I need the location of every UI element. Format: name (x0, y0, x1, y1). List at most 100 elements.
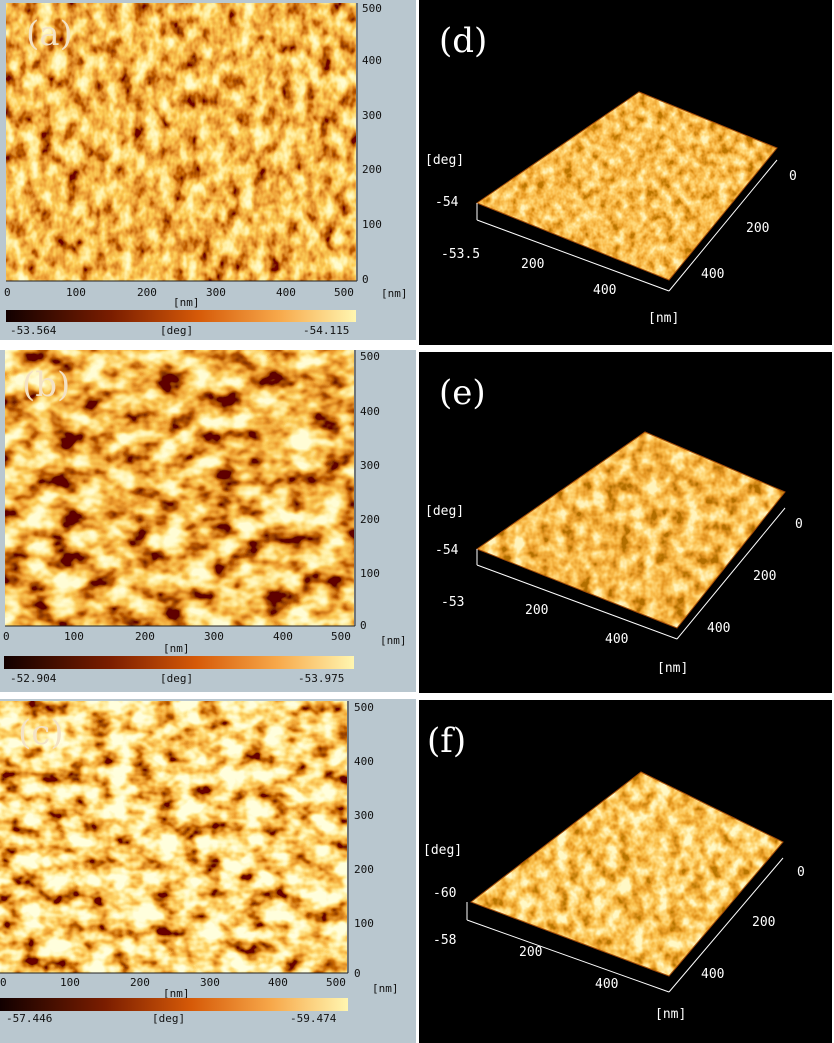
z-tick-label: -58 (433, 933, 456, 948)
panel-label-c: (c) (18, 713, 64, 753)
y-tick-label: 0 (795, 517, 803, 532)
y-tick-label: 0 (354, 967, 361, 980)
y-tick-label: 0 (360, 619, 367, 632)
afm-2d-figure-b: (b) 500 400 300 200 100 0 [nm] 0 100 200… (3, 350, 407, 685)
colorbar-min: -57.446 (6, 1012, 52, 1025)
x-tick-label: 500 (331, 630, 351, 643)
x-tick-label: 200 (130, 976, 150, 989)
x-tick-label: 0 (3, 630, 10, 643)
colorbar-max: -54.115 (303, 324, 349, 337)
y-unit-label: [nm] (381, 287, 408, 300)
z-tick-label: -54 (435, 543, 459, 558)
colorbar-min: -53.564 (10, 324, 57, 337)
x-tick-label: 500 (326, 976, 346, 989)
x-tick-label: 400 (595, 977, 618, 992)
x-tick-label: 400 (593, 283, 616, 298)
colorbar-unit: [deg] (152, 1012, 185, 1025)
x-unit-label: [nm] (173, 296, 200, 309)
y-tick-label: 100 (360, 567, 380, 580)
y-tick-label: 0 (362, 273, 369, 286)
y-unit-label: [nm] (372, 982, 399, 995)
x-tick-label: 0 (4, 286, 11, 299)
x-tick-label: 400 (273, 630, 293, 643)
afm-2d-figure-a: (a) 500 400 300 200 100 0 [nm] 0 100 200… (4, 2, 408, 337)
x-tick-label: 400 (268, 976, 288, 989)
x-tick-label: 300 (204, 630, 224, 643)
x-tick-label: 0 (0, 976, 7, 989)
y-tick-label: 0 (789, 169, 797, 184)
z-tick-label: -53.5 (441, 247, 480, 262)
afm-3d-surface-d (477, 92, 777, 280)
x-tick-label: 400 (276, 286, 296, 299)
y-tick-label: 0 (797, 865, 805, 880)
x-tick-label: 200 (521, 257, 544, 272)
panel-label-b: (b) (22, 365, 70, 405)
x-tick-label: 400 (605, 632, 628, 647)
x-tick-label: 200 (135, 630, 155, 643)
y-tick-label: 500 (354, 701, 374, 714)
afm-3d-surface-f (471, 772, 783, 976)
afm-2d-image-c (0, 701, 347, 973)
y-tick-label: 400 (701, 967, 724, 982)
xy-unit-label: [nm] (655, 1007, 686, 1022)
x-tick-label: 100 (60, 976, 80, 989)
panel-c: (c) 500 400 300 200 100 0 [nm] 0 100 200… (0, 699, 416, 1043)
x-tick-label: 500 (334, 286, 354, 299)
panel-label-f: (f) (427, 721, 466, 761)
colorbar-max: -59.474 (290, 1012, 337, 1025)
afm-2d-image-b (5, 350, 354, 626)
y-tick-label: 200 (360, 513, 380, 526)
y-tick-label: 100 (354, 917, 374, 930)
y-tick-label: 400 (360, 405, 380, 418)
x-tick-label: 200 (137, 286, 157, 299)
y-tick-label: 100 (362, 218, 382, 231)
y-tick-label: 300 (360, 459, 380, 472)
xy-unit-label: [nm] (648, 311, 679, 326)
y-tick-label: 300 (362, 109, 382, 122)
panel-e: (e) [deg] -54 -53 200 400 0 200 400 [nm] (419, 352, 832, 693)
x-tick-label: 200 (519, 945, 542, 960)
z-unit-label: [deg] (423, 843, 462, 858)
y-tick-label: 400 (362, 54, 382, 67)
panel-a: (a) 500 400 300 200 100 0 [nm] 0 100 200… (0, 0, 416, 340)
z-tick-label: -53 (441, 595, 464, 610)
panel-b: (b) 500 400 300 200 100 0 [nm] 0 100 200… (0, 350, 416, 692)
panel-f: (f) [deg] -60 -58 200 400 0 200 400 [nm] (419, 700, 832, 1043)
z-unit-label: [deg] (425, 504, 464, 519)
y-tick-label: 200 (752, 915, 775, 930)
colorbar-min: -52.904 (10, 672, 57, 685)
colorbar-a (6, 310, 356, 322)
z-tick-label: -54 (435, 195, 459, 210)
y-tick-label: 200 (354, 863, 374, 876)
afm-3d-figure-f: (f) [deg] -60 -58 200 400 0 200 400 [nm] (423, 721, 805, 1022)
y-tick-label: 400 (707, 621, 730, 636)
y-tick-label: 400 (701, 267, 724, 282)
colorbar-unit: [deg] (160, 672, 193, 685)
y-unit-label: [nm] (380, 634, 407, 647)
panel-label-e: (e) (439, 373, 486, 413)
x-tick-label: 200 (525, 603, 548, 618)
afm-2d-image-a (6, 3, 356, 281)
y-tick-label: 500 (360, 350, 380, 363)
y-tick-label: 200 (362, 163, 382, 176)
x-unit-label: [nm] (163, 987, 190, 1000)
x-tick-label: 100 (66, 286, 86, 299)
x-tick-label: 300 (206, 286, 226, 299)
colorbar-max: -53.975 (298, 672, 344, 685)
panel-label-d: (d) (439, 21, 487, 61)
afm-2d-figure-c: (c) 500 400 300 200 100 0 [nm] 0 100 200… (0, 701, 399, 1025)
xy-unit-label: [nm] (657, 661, 688, 676)
z-unit-label: [deg] (425, 153, 464, 168)
afm-3d-figure-d: (d) [deg] -54 -53.5 200 400 0 200 400 [n… (425, 21, 797, 326)
y-tick-label: 400 (354, 755, 374, 768)
x-tick-label: 100 (64, 630, 84, 643)
x-tick-label: 300 (200, 976, 220, 989)
y-tick-label: 200 (753, 569, 776, 584)
y-tick-label: 300 (354, 809, 374, 822)
afm-3d-surface-e (477, 432, 785, 628)
panel-d: (d) [deg] -54 -53.5 200 400 0 200 400 [n… (419, 0, 832, 345)
z-tick-label: -60 (433, 886, 456, 901)
y-tick-label: 200 (746, 221, 769, 236)
y-tick-label: 500 (362, 2, 382, 15)
panel-label-a: (a) (26, 14, 73, 54)
